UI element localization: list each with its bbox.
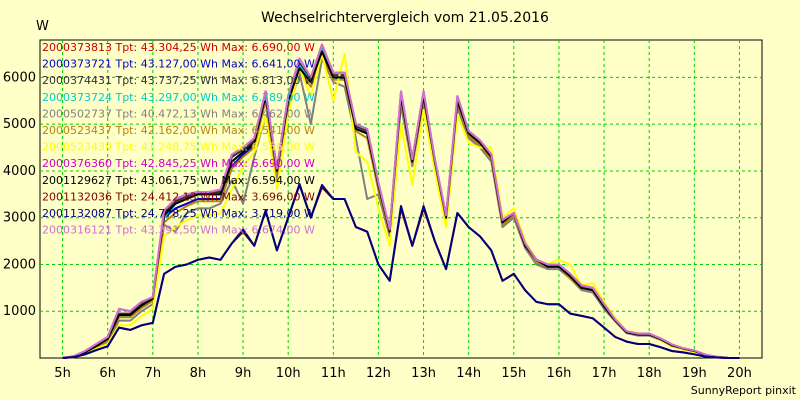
series-line (62, 43, 740, 359)
y-tick-label: 5000 (3, 117, 36, 132)
x-tick-label: 11h (321, 366, 346, 381)
x-tick-label: 20h (727, 366, 752, 381)
x-axis-ticks: 5h 6h 7h 8h 9h 10h 11h 12h 13h 14h 15h 16h 17h 18h 19h… (54, 366, 752, 381)
y-tick-label: 3000 (3, 211, 36, 226)
legend: 2000373813 Tpt: 43.304,25 Wh Max: 6.690,… (42, 41, 315, 237)
x-tick-label: 12h (366, 366, 391, 381)
chart-title: Wechselrichtervergleich vom 21.05.2016 (261, 10, 549, 26)
legend-entry: 2000502737 Tpt: 40.472,13 Wh Max: 6.462,… (42, 107, 315, 120)
x-tick-label: 19h (682, 366, 707, 381)
legend-entry: 2000523439 Tpt: 41.248,75 Wh Max: 6.556,… (42, 141, 315, 154)
x-tick-label: 5h (54, 366, 71, 381)
y-tick-label: 6000 (3, 70, 36, 85)
legend-entry: 2001132036 Tpt: 24.412,13 Wh Max: 3.696,… (42, 190, 315, 203)
x-tick-label: 14h (456, 366, 481, 381)
legend-entry: 2000373813 Tpt: 43.304,25 Wh Max: 6.690,… (42, 41, 315, 54)
series-line (62, 183, 740, 359)
y-tick-label: 2000 (3, 257, 36, 272)
legend-entry: 2000373721 Tpt: 43.127,00 Wh Max: 6.641,… (42, 58, 315, 71)
x-tick-label: 8h (190, 366, 207, 381)
legend-entry: 2000373724 Tpt: 43.297,00 Wh Max: 6.789,… (42, 91, 315, 104)
x-tick-label: 16h (547, 366, 572, 381)
legend-entry: 2001132087 Tpt: 24.778,25 Wh Max: 3.719,… (42, 207, 315, 220)
y-axis-unit: W (36, 19, 49, 34)
x-tick-label: 15h (501, 366, 526, 381)
legend-entry: 2000523437 Tpt: 42.162,00 Wh Max: 6.541,… (42, 124, 315, 137)
x-tick-label: 7h (145, 366, 162, 381)
x-tick-label: 9h (235, 366, 252, 381)
x-tick-label: 10h (276, 366, 301, 381)
footer-credit: SunnyReport pinxit (691, 384, 797, 397)
legend-entry: 2001129627 Tpt: 43.061,75 Wh Max: 6.594,… (42, 174, 315, 187)
y-axis-ticks: 1000 2000 3000 4000 5000 6000 (3, 70, 36, 319)
x-tick-label: 6h (99, 366, 116, 381)
legend-entry: 2000376360 Tpt: 42.845,25 Wh Max: 6.690,… (42, 157, 315, 170)
legend-entry: 2000316121 Tpt: 43.391,50 Wh Max: 6.674,… (42, 224, 315, 237)
x-tick-label: 17h (592, 366, 617, 381)
x-tick-label: 18h (637, 366, 662, 381)
series-lines (62, 43, 740, 359)
y-tick-label: 1000 (3, 304, 36, 319)
y-tick-label: 4000 (3, 164, 36, 179)
x-tick-label: 13h (411, 366, 436, 381)
legend-entry: 2000374431 Tpt: 43.737,25 Wh Max: 6.813,… (42, 74, 315, 87)
